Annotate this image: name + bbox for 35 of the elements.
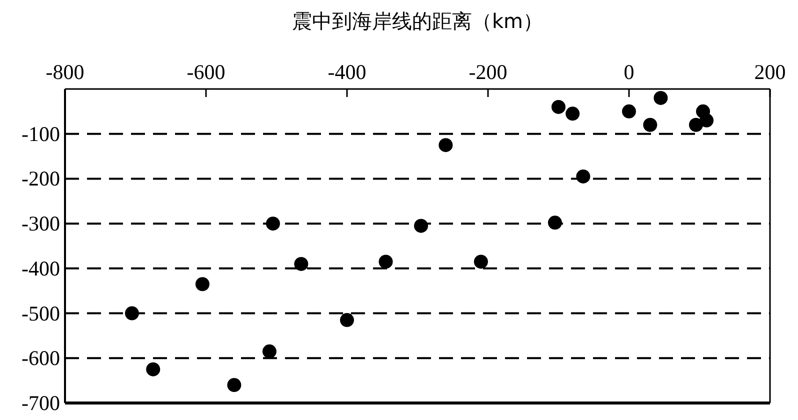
y-tick-label: -300	[22, 212, 60, 236]
point	[294, 256, 308, 271]
point	[266, 216, 280, 231]
point	[654, 90, 668, 105]
point	[474, 254, 488, 269]
x-tick-label: -200	[468, 60, 508, 84]
x-tick-label: -400	[328, 60, 366, 84]
point	[195, 277, 210, 292]
point	[643, 118, 658, 132]
point	[340, 313, 354, 328]
point	[414, 218, 428, 233]
point	[262, 344, 276, 358]
point	[622, 104, 636, 118]
point	[566, 106, 580, 121]
y-tick-label: -500	[22, 301, 60, 326]
point	[146, 362, 160, 376]
y-tick-label: -200	[22, 166, 60, 191]
point	[124, 306, 139, 320]
point	[552, 100, 566, 114]
x-tick-label: -800	[46, 60, 84, 84]
point	[378, 254, 393, 269]
y-tick-label: -400	[22, 256, 60, 280]
x-axis-title: 震中到海岸线的距离（km）	[292, 9, 544, 33]
point	[688, 118, 703, 132]
x-tick-label: 200	[754, 60, 786, 84]
point	[227, 378, 242, 392]
y-tick-label: -700	[22, 391, 60, 415]
y-tick-label: -100	[22, 122, 60, 146]
point	[548, 216, 562, 230]
x-tick-label: 0	[624, 60, 634, 84]
point	[438, 138, 453, 152]
y-tick-label: -600	[22, 346, 60, 370]
point	[700, 113, 714, 128]
point	[576, 169, 590, 184]
x-tick-label: -600	[186, 60, 226, 84]
